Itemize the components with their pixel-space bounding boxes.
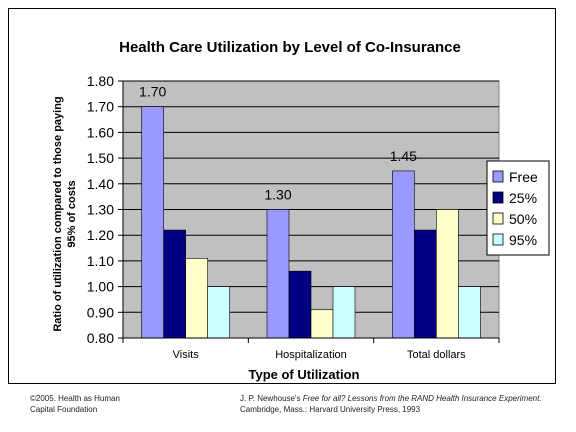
x-tick-label: Visits	[173, 349, 200, 361]
copyright-line-2: Capital Foundation	[30, 405, 98, 414]
bar-95pct	[458, 286, 481, 339]
y-tick-label: 1.60	[87, 124, 114, 140]
bar-95pct	[332, 286, 356, 339]
bar-25pct	[414, 229, 437, 339]
bar-50pct	[310, 309, 334, 339]
bar-25pct	[288, 270, 312, 339]
y-tick-label: 1.00	[87, 279, 114, 295]
bar-50pct	[185, 258, 208, 339]
chart-frame: Health Care Utilization by Level of Co-I…	[8, 8, 556, 384]
y-tick-label: 1.30	[87, 202, 114, 218]
citation-author: J. P. Newhouse's	[240, 394, 301, 403]
x-axis-label: Type of Utilization	[249, 367, 360, 382]
data-label: 1.70	[139, 84, 166, 100]
legend-label: Free	[509, 169, 538, 185]
legend-swatch	[492, 233, 504, 246]
legend-swatch	[492, 170, 504, 183]
y-tick-label: 1.20	[87, 227, 114, 243]
x-tick-label: Total dollars	[407, 349, 466, 361]
data-label: 1.30	[264, 187, 291, 203]
bar-95pct	[207, 286, 230, 339]
y-axis-label: Ratio of utilization compared to those p…	[52, 96, 64, 331]
legend-swatch	[492, 212, 504, 225]
y-tick-label: 1.70	[87, 99, 114, 115]
chart-title: Health Care Utilization by Level of Co-I…	[119, 39, 461, 56]
copyright-line-1: ©2005. Health as Human	[30, 394, 120, 403]
bar-free	[141, 106, 164, 339]
bar-free	[392, 170, 415, 339]
y-tick-label: 0.90	[87, 304, 114, 320]
y-axis-label-line2: 95% of costs	[66, 180, 78, 247]
data-label: 1.45	[390, 148, 417, 164]
bar-25pct	[163, 229, 186, 339]
legend-label: 50%	[509, 211, 537, 227]
legend-label: 95%	[509, 232, 537, 248]
y-tick-label: 1.80	[87, 73, 114, 89]
citation-publisher: Cambridge, Mass.: Harvard University Pre…	[240, 405, 421, 414]
source-citation: J. P. Newhouse's Free for all? Lessons f…	[240, 393, 542, 415]
bar-free	[266, 209, 290, 339]
x-tick-label: Hospitalization	[275, 349, 347, 361]
y-tick-label: 1.50	[87, 150, 114, 166]
bar-chart: Health Care Utilization by Level of Co-I…	[52, 39, 550, 382]
y-tick-label: 1.10	[87, 253, 114, 269]
bar-50pct	[436, 209, 459, 339]
y-tick-label: 1.40	[87, 176, 114, 192]
citation-title: Free for all? Lessons from the RAND Heal…	[302, 394, 542, 403]
legend-swatch	[492, 191, 504, 204]
y-tick-label: 0.80	[87, 330, 114, 346]
legend-label: 25%	[509, 190, 537, 206]
copyright-note: ©2005. Health as Human Capital Foundatio…	[30, 393, 120, 415]
